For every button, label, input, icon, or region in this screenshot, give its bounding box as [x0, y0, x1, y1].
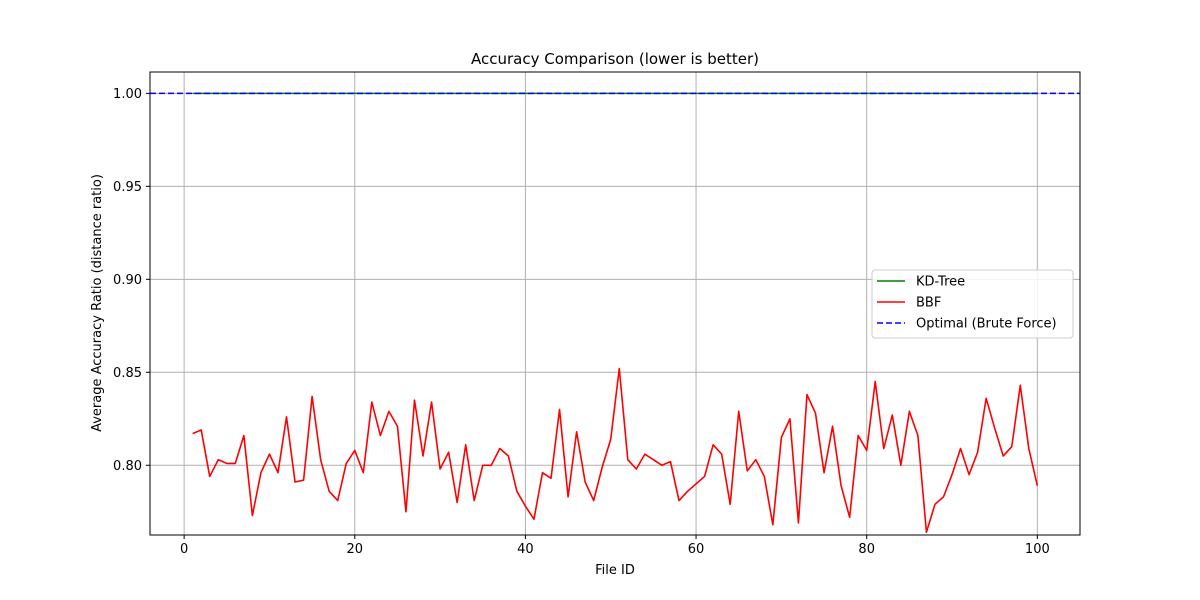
plot-area	[150, 92, 1080, 534]
x-axis-label: File ID	[595, 563, 635, 578]
y-axis-label: Average Accuracy Ratio (distance ratio)	[90, 174, 105, 432]
y-tick-label: 1.00	[113, 87, 142, 102]
legend-label: BBF	[916, 296, 941, 311]
axes-frame	[149, 71, 1081, 536]
x-axis-ticks: 0 20 40 60 80 100	[180, 535, 1050, 557]
legend-box	[871, 269, 1074, 339]
x-tick-label: 0	[180, 542, 188, 557]
y-tick-label: 0.80	[113, 459, 142, 474]
y-tick-label: 0.85	[113, 366, 142, 381]
x-tick-label: 40	[517, 542, 534, 557]
y-axis-ticks: 0.80 0.85 0.90 0.95 1.00	[113, 87, 150, 474]
x-tick-label: 20	[346, 542, 363, 557]
legend-label: Optimal (Brute Force)	[916, 317, 1057, 332]
y-tick-label: 0.95	[113, 180, 142, 195]
chart-title: Accuracy Comparison (lower is better)	[471, 50, 759, 68]
legend: KD-Tree BBF Optimal (Brute Force)	[871, 269, 1074, 339]
x-tick-label: 80	[858, 542, 875, 557]
x-tick-label: 60	[688, 542, 705, 557]
y-tick-label: 0.90	[113, 273, 142, 288]
series-line-bbf	[192, 367, 1039, 534]
legend-label: KD-Tree	[916, 275, 965, 290]
x-tick-label: 100	[1025, 542, 1050, 557]
